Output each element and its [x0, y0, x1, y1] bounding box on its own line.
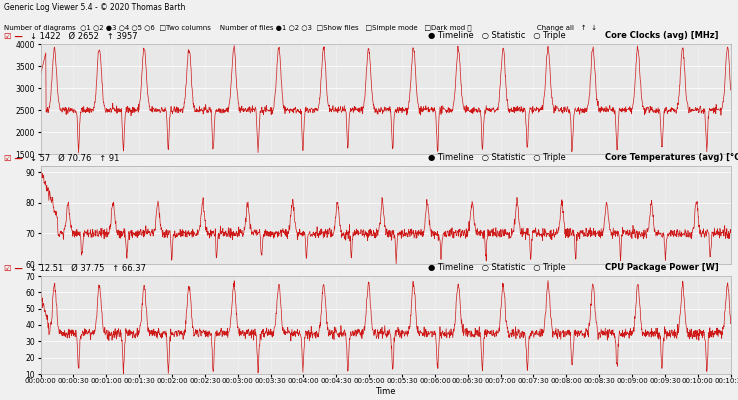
Text: ☑ —: ☑ —: [4, 32, 23, 40]
Text: ☑ —: ☑ —: [4, 154, 23, 162]
Text: ● Timeline   ○ Statistic   ○ Triple: ● Timeline ○ Statistic ○ Triple: [428, 32, 566, 40]
Text: ● Timeline   ○ Statistic   ○ Triple: ● Timeline ○ Statistic ○ Triple: [428, 264, 566, 272]
Text: ● Timeline   ○ Statistic   ○ Triple: ● Timeline ○ Statistic ○ Triple: [428, 154, 566, 162]
Text: ↓ 57   Ø 70.76   ↑ 91: ↓ 57 Ø 70.76 ↑ 91: [30, 154, 119, 162]
Text: ☑ —: ☑ —: [4, 264, 23, 272]
Text: Number of diagrams  ○1 ○2 ●3 ○4 ○5 ○6  □Two columns    Number of files ●1 ○2 ○3 : Number of diagrams ○1 ○2 ●3 ○4 ○5 ○6 □Tw…: [4, 25, 597, 31]
Text: ↓ 1422   Ø 2652   ↑ 3957: ↓ 1422 Ø 2652 ↑ 3957: [30, 32, 137, 40]
Text: Generic Log Viewer 5.4 - © 2020 Thomas Barth: Generic Log Viewer 5.4 - © 2020 Thomas B…: [4, 4, 185, 12]
Text: ↓ 12.51   Ø 37.75   ↑ 66.37: ↓ 12.51 Ø 37.75 ↑ 66.37: [30, 264, 145, 272]
X-axis label: Time: Time: [376, 387, 396, 396]
Text: Core Clocks (avg) [MHz]: Core Clocks (avg) [MHz]: [605, 32, 719, 40]
Text: CPU Package Power [W]: CPU Package Power [W]: [605, 264, 719, 272]
Text: Core Temperatures (avg) [°C]: Core Temperatures (avg) [°C]: [605, 154, 738, 162]
